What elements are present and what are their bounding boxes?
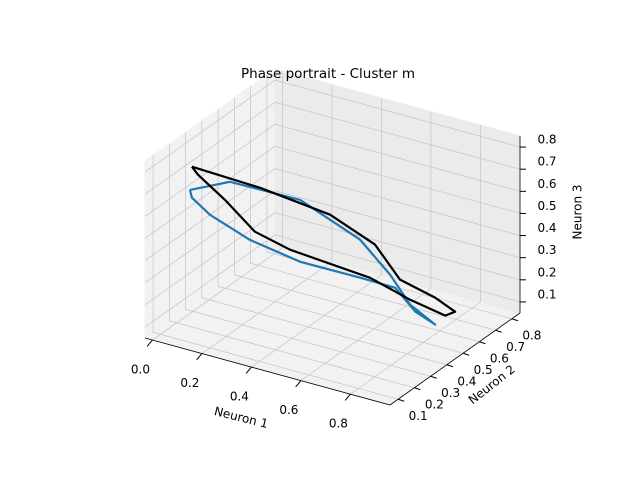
y-tick — [397, 398, 405, 402]
z-tick-label: 0.4 — [537, 221, 556, 235]
y-tick-label: 0.2 — [425, 397, 444, 411]
y-tick-label: 0.3 — [441, 386, 460, 400]
x-axis — [144, 337, 391, 406]
y-tick — [479, 341, 486, 345]
x-tick-label: 0.6 — [279, 403, 298, 417]
grid-line — [266, 74, 513, 320]
y-tick — [430, 375, 437, 379]
grid-line — [168, 143, 415, 389]
x-tick-label: 0.2 — [180, 376, 199, 390]
grid-line — [251, 98, 382, 368]
grid-line — [185, 132, 431, 377]
grid-line — [201, 84, 333, 354]
z-tick-label: 0.2 — [537, 265, 556, 279]
trajectory — [191, 165, 457, 317]
z-tick-label: 0.7 — [537, 155, 556, 169]
x-tick — [344, 393, 351, 401]
grid-line — [152, 155, 399, 400]
grid-line — [144, 145, 521, 239]
grid-line — [144, 123, 521, 217]
y-tick — [414, 387, 421, 391]
grid-line — [144, 168, 521, 261]
z-tick-label: 0.3 — [537, 243, 556, 257]
z-tick-label: 0.6 — [537, 177, 556, 191]
y-tick-label: 0.8 — [522, 328, 541, 342]
grid-line — [217, 109, 464, 354]
z-tick-label: 0.8 — [537, 133, 556, 147]
y-tick-label: 0.6 — [490, 351, 509, 365]
grid-line — [144, 234, 521, 328]
y-axis — [389, 312, 521, 406]
grid-line — [233, 97, 480, 343]
x-tick-label: 0.4 — [230, 390, 249, 404]
grid-line — [144, 101, 521, 195]
y-tick — [462, 352, 470, 356]
y-tick — [511, 318, 519, 322]
chart-title: Phase portrait - Cluster m — [241, 66, 415, 82]
x-tick-label: 0.8 — [329, 417, 348, 431]
trajectory — [188, 180, 437, 326]
x-axis-label: Neuron 1 — [213, 404, 270, 431]
grid-line — [144, 190, 521, 284]
z-tick-label: 0.1 — [537, 287, 556, 301]
x-tick — [196, 353, 203, 361]
y-tick — [495, 329, 502, 333]
grid-line — [144, 79, 521, 173]
x-tick — [295, 380, 302, 388]
grid-line — [152, 71, 283, 341]
grid-line — [144, 212, 521, 306]
y-tick — [446, 364, 454, 368]
y-tick-label: 0.7 — [506, 340, 525, 354]
grid-line — [350, 125, 481, 395]
x-tick — [245, 366, 252, 374]
x-tick — [146, 339, 153, 347]
x-tick-label: 0.0 — [131, 363, 150, 377]
y-tick-label: 0.5 — [474, 363, 493, 377]
grid-line — [300, 111, 432, 381]
z-axis-label: Neuron 3 — [571, 184, 585, 239]
y-tick-label: 0.4 — [457, 374, 476, 388]
y-tick-label: 0.1 — [409, 409, 428, 423]
z-tick-label: 0.5 — [537, 199, 556, 213]
